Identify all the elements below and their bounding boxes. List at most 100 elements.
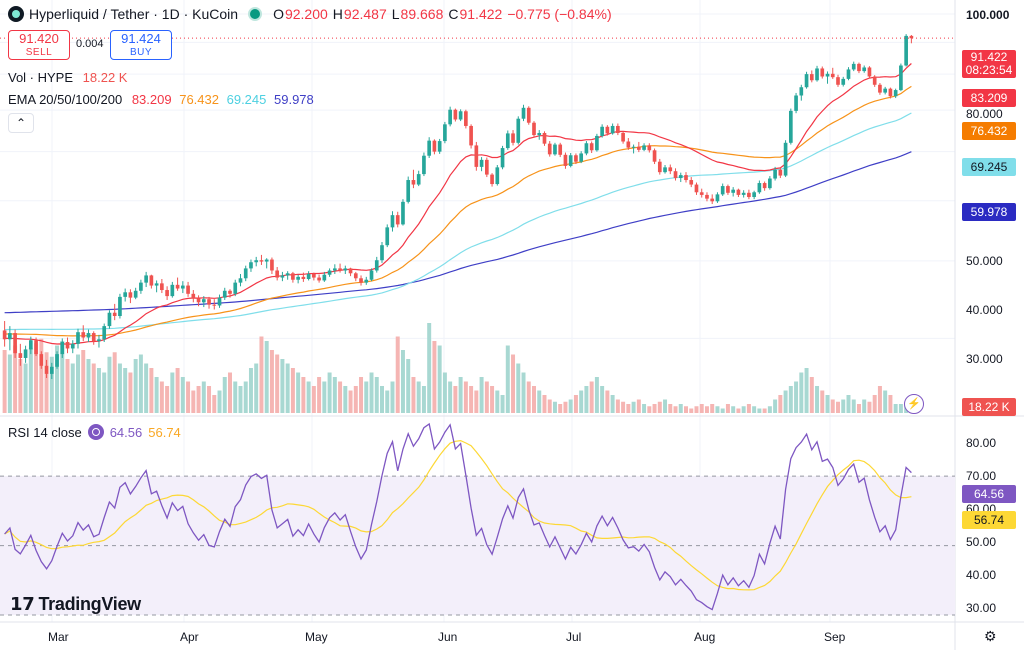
candle-body	[254, 260, 259, 263]
volume-bar	[505, 345, 510, 413]
volume-bar	[311, 386, 316, 413]
volume-bar	[96, 368, 101, 413]
candle-body	[705, 194, 709, 199]
volume-bar	[773, 399, 778, 413]
candle-body	[794, 95, 798, 111]
candle-body	[149, 275, 154, 286]
volume-bar	[322, 381, 327, 413]
rsi-tick-40: 40.00	[966, 568, 997, 582]
volume-bar	[778, 395, 783, 413]
rsi-tick-80: 80.00	[966, 436, 997, 450]
last-price-label: 91.422 08:23:54	[962, 50, 1016, 78]
candle-body	[537, 132, 542, 136]
candle-body	[65, 342, 70, 349]
candle-body	[443, 124, 447, 142]
volume-bar	[689, 408, 694, 413]
candle-body	[532, 122, 536, 136]
volume-bar	[44, 352, 49, 413]
tradingview-logo[interactable]: 17 TradingView	[10, 594, 141, 615]
volume-bar	[584, 386, 589, 413]
price-tick-50: 50.000	[966, 254, 1003, 268]
volume-bar	[175, 368, 180, 413]
candle-body	[673, 171, 678, 179]
candle-body	[165, 290, 169, 297]
candle-body	[374, 260, 379, 271]
volume-bar	[815, 386, 820, 413]
month-label-apr: Apr	[180, 630, 199, 644]
sell-button[interactable]: 91.420 SELL	[8, 30, 70, 60]
ema-20-line	[4, 63, 912, 345]
volume-bar	[877, 386, 882, 413]
candle-body	[757, 183, 762, 193]
candle-body	[893, 90, 898, 97]
volume-bar	[107, 356, 112, 413]
symbol-title[interactable]: Hyperliquid / Tether · 1D · KuCoin	[29, 6, 239, 22]
candle-body	[841, 78, 846, 85]
candle-body	[359, 278, 363, 283]
ema-20-axis-label: 83.209	[962, 89, 1016, 107]
candle-body	[380, 245, 384, 261]
volume-bar	[60, 341, 65, 413]
volume-bar	[636, 399, 641, 413]
candle-body	[91, 333, 96, 342]
candle-body	[521, 107, 526, 119]
close-label: C	[448, 6, 459, 22]
volume-bar	[642, 404, 647, 413]
candle-body	[720, 186, 725, 195]
candle-body	[448, 109, 452, 125]
rsi-indicator-icon[interactable]	[87, 424, 104, 440]
lightning-icon[interactable]: ⚡	[904, 394, 924, 414]
volume-bar	[888, 395, 893, 413]
volume-bar	[830, 399, 835, 413]
candle-body	[904, 35, 908, 66]
volume-bar	[851, 399, 856, 413]
volume-bar	[327, 372, 332, 413]
volume-bar	[605, 390, 610, 413]
volume-bar	[720, 408, 725, 413]
ema-legend[interactable]: EMA 20/50/100/200 83.209 76.432 69.245 5…	[8, 92, 314, 107]
volume-bar	[547, 399, 552, 413]
buy-button[interactable]: 91.424 BUY	[110, 30, 172, 60]
candle-body	[285, 273, 290, 276]
candle-body	[684, 175, 688, 181]
volume-bar	[725, 404, 730, 413]
price-tick-40: 40.000	[966, 303, 1003, 317]
candle-body	[259, 260, 264, 262]
volume-bar	[102, 372, 107, 413]
gear-icon[interactable]: ⚙	[984, 628, 997, 644]
volume-bar	[374, 377, 379, 413]
ema-20-value: 83.209	[131, 92, 172, 107]
candle-body	[28, 340, 33, 350]
candle-body	[128, 292, 133, 298]
chevron-up-icon[interactable]: ⌃	[8, 113, 34, 133]
volume-bar	[490, 386, 495, 413]
volume-bar	[264, 341, 269, 413]
candle-body	[584, 143, 589, 154]
candle-body	[97, 339, 101, 342]
candle-body	[836, 77, 840, 85]
volume-bar	[442, 372, 447, 413]
candle-body	[112, 312, 117, 317]
volume-bar	[678, 404, 683, 413]
volume-bar	[746, 404, 751, 413]
volume-bar	[898, 404, 903, 413]
candle-body	[595, 135, 599, 151]
rsi-legend[interactable]: RSI 14 close 64.56 56.74	[8, 424, 181, 440]
volume-bar	[704, 406, 709, 413]
candle-body	[296, 276, 300, 280]
bar-countdown: 08:23:54	[965, 63, 1013, 77]
candle-body	[878, 84, 882, 93]
candle-body	[657, 161, 662, 173]
rsi-ma-axis-label: 56.74	[962, 511, 1016, 529]
volume-bar	[154, 377, 159, 413]
volume-bar	[631, 401, 636, 413]
volume-bar	[872, 395, 877, 413]
volume-legend[interactable]: Vol · HYPE 18.22 K	[8, 70, 127, 85]
candle-body	[558, 144, 563, 155]
candle-body	[589, 143, 594, 151]
volume-bar	[395, 336, 400, 413]
volume-bar	[34, 343, 39, 413]
volume-bar	[317, 377, 322, 413]
rsi-tick-70: 70.00	[966, 469, 997, 483]
